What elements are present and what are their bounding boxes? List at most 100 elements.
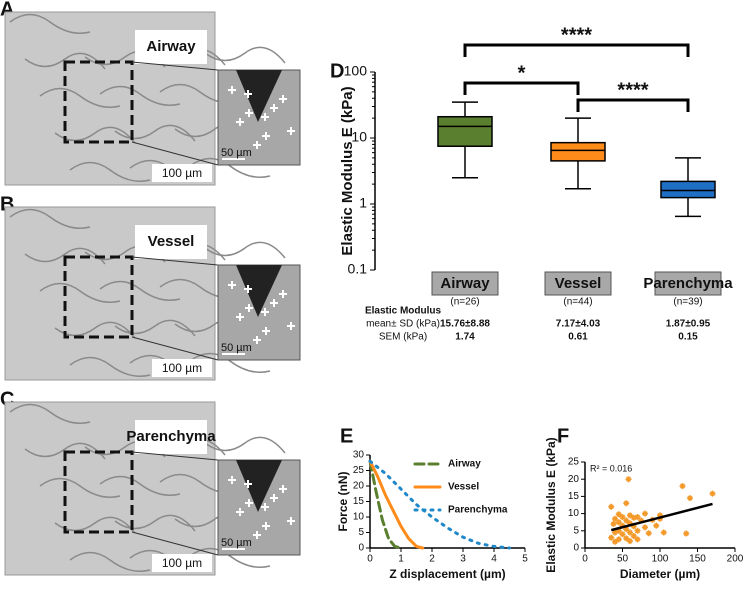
y-tick-label: 25: [353, 465, 365, 476]
inset-scale: 50 µm: [221, 342, 252, 354]
point: [634, 514, 641, 521]
texture: [9, 208, 91, 229]
scale-bg: [152, 554, 212, 572]
row-label: SEM (kPa): [379, 332, 427, 343]
point: [625, 476, 632, 483]
point: [657, 512, 663, 519]
cantilever: [236, 460, 282, 512]
cross: [245, 499, 253, 507]
y-tick-label: 0.1: [348, 261, 368, 277]
sem: 0.61: [568, 332, 588, 343]
cross: [287, 517, 295, 525]
cross: [253, 336, 261, 344]
line: [368, 459, 511, 550]
y-tick-label: 15: [568, 491, 580, 502]
point: [679, 483, 686, 490]
cantilever: [236, 70, 282, 122]
cross: [270, 299, 278, 307]
point: [619, 514, 626, 521]
mean-sd: 1.87±0.95: [666, 319, 711, 330]
panel-letter: F: [557, 425, 569, 447]
box: [550, 141, 606, 162]
texture: [9, 403, 91, 424]
point: [615, 527, 622, 534]
point: [653, 522, 660, 529]
x-tick-label: 4: [491, 554, 497, 565]
point: [619, 531, 626, 538]
cantilever: [236, 265, 282, 317]
texture: [24, 247, 106, 265]
cross: [236, 508, 244, 516]
roi-box: [63, 60, 134, 144]
point: [627, 512, 633, 519]
point: [612, 529, 618, 536]
cross: [261, 503, 269, 511]
y-tick-label: 0: [358, 543, 364, 554]
roi-box: [63, 255, 134, 339]
category-label: Airway: [440, 275, 490, 292]
main-scale: 100 µm: [162, 166, 202, 180]
texture: [54, 126, 136, 144]
inset-scale: 50 µm: [221, 147, 252, 159]
point: [615, 536, 622, 543]
point: [634, 527, 641, 534]
trendline: [610, 502, 713, 532]
row-label: mean± SD (kPa): [366, 319, 440, 330]
bracket: [463, 43, 690, 57]
category-box: [544, 271, 612, 296]
texture: [189, 547, 271, 568]
point: [660, 529, 667, 536]
connector: [131, 256, 219, 266]
n-label: (n=39): [673, 297, 702, 308]
category-label: Parenchyma: [643, 275, 733, 292]
y-axis-label: Force (nN): [336, 471, 350, 531]
y-tick-label: 100: [344, 63, 368, 79]
cross: [262, 327, 270, 335]
n-label: (n=26): [450, 297, 479, 308]
point: [687, 495, 693, 502]
cross: [270, 104, 278, 112]
point: [627, 538, 633, 545]
cross: [228, 86, 236, 94]
x-axis-label: Diameter (µm): [620, 567, 700, 581]
scale-bg: [152, 359, 212, 377]
texture: [204, 241, 286, 259]
texture: [24, 52, 106, 70]
x-tick-label: 5: [522, 554, 528, 565]
y-tick-label: 30: [353, 450, 365, 461]
connector: [131, 451, 219, 461]
point: [623, 535, 630, 542]
y-tick-label: 25: [568, 457, 580, 468]
bracket: [463, 81, 580, 95]
y-tick-label: 10: [568, 508, 580, 519]
box: [437, 115, 493, 147]
cross: [253, 141, 261, 149]
y-tick-label: 5: [573, 525, 579, 536]
point: [634, 536, 641, 543]
n-label: (n=44): [563, 297, 592, 308]
point: [642, 510, 648, 517]
cross: [245, 304, 253, 312]
region-label: Vessel: [148, 233, 195, 250]
legend-label: Airway: [448, 459, 481, 470]
texture: [54, 321, 136, 339]
x-tick-label: 200: [727, 554, 744, 565]
texture: [114, 124, 196, 142]
label-box: [135, 225, 207, 259]
point: [608, 534, 615, 541]
point: [623, 517, 630, 524]
y-tick-label: 10: [351, 129, 367, 145]
point: [709, 490, 716, 497]
point: [630, 532, 637, 539]
point: [638, 517, 645, 524]
point: [612, 538, 618, 545]
texture: [114, 319, 196, 337]
category-box: [654, 271, 722, 296]
point: [627, 520, 633, 527]
connector: [131, 531, 219, 556]
cross: [245, 109, 253, 117]
significance: *: [518, 62, 526, 84]
cross: [287, 127, 295, 135]
region-label: Airway: [146, 38, 196, 55]
